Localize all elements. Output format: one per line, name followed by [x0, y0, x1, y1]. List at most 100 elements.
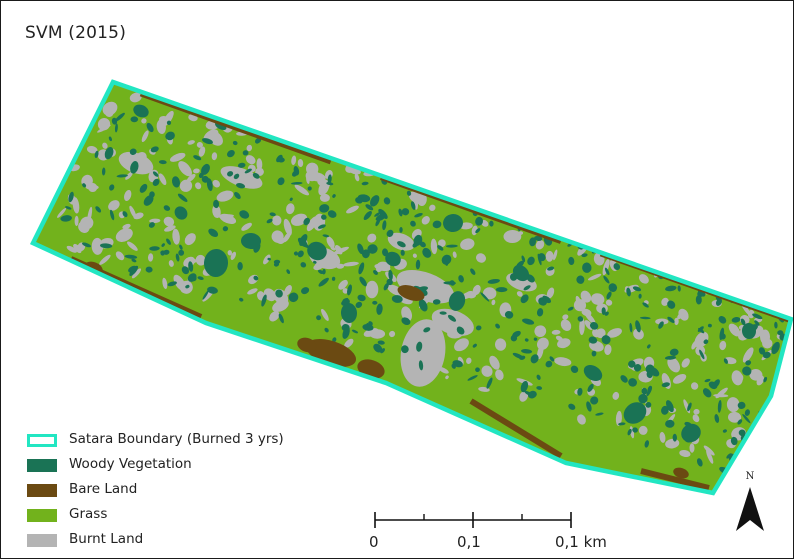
burnt-land-patch	[172, 228, 180, 245]
woody-vegetation-patch	[702, 388, 712, 398]
woody-vegetation-patch	[475, 325, 482, 331]
burnt-land-patch	[196, 141, 203, 148]
legend-label: Woody Vegetation	[69, 456, 192, 472]
woody-vegetation-patch	[704, 378, 711, 383]
burnt-land-patch	[545, 250, 554, 262]
woody-vegetation-patch	[521, 349, 533, 354]
burnt-land-patch	[246, 144, 253, 152]
burnt-land-patch	[516, 291, 523, 297]
burnt-land-patch	[283, 218, 292, 236]
woody-vegetation-patch	[347, 284, 352, 296]
burnt-land-patch	[672, 374, 687, 384]
woody-vegetation-patch	[604, 267, 610, 276]
woody-vegetation-clump	[340, 303, 358, 323]
burnt-land-patch	[481, 219, 489, 227]
woody-vegetation-patch	[530, 354, 539, 364]
burnt-land-patch	[489, 355, 500, 370]
woody-vegetation-patch	[774, 321, 778, 329]
woody-vegetation-patch	[567, 306, 574, 311]
woody-vegetation-patch	[510, 335, 518, 342]
burnt-land-patch	[102, 142, 108, 149]
woody-vegetation-patch	[718, 315, 727, 324]
woody-vegetation-patch	[604, 311, 609, 316]
woody-vegetation-patch	[608, 283, 618, 292]
scale-bar: 0 0,1 0,1 km	[361, 509, 621, 558]
burnt-land-patch	[445, 375, 449, 380]
woody-vegetation-patch	[181, 266, 190, 275]
burnt-land-patch	[633, 328, 644, 340]
woody-vegetation-patch	[300, 262, 307, 268]
woody-vegetation-patch	[166, 120, 172, 126]
burnt-land-patch	[195, 182, 202, 190]
burnt-land-patch	[247, 288, 258, 295]
woody-vegetation-patch	[319, 204, 330, 213]
woody-vegetation-patch	[239, 210, 250, 219]
woody-vegetation-patch	[414, 212, 423, 218]
burnt-land-patch	[460, 238, 475, 250]
woody-vegetation-patch	[326, 181, 334, 186]
woody-vegetation-patch	[188, 261, 194, 272]
woody-vegetation-patch	[95, 206, 102, 213]
burnt-land-patch	[719, 340, 727, 351]
woody-vegetation-patch	[355, 301, 363, 309]
burnt-land-patch	[195, 254, 206, 266]
map-title: SVM (2015)	[25, 23, 127, 43]
woody-vegetation-patch	[368, 321, 373, 326]
woody-vegetation-patch	[193, 155, 202, 161]
woody-vegetation-patch	[665, 285, 677, 292]
burnt-land-patch	[263, 288, 277, 302]
woody-vegetation-patch	[167, 281, 177, 287]
burnt-land-patch	[607, 328, 622, 338]
woody-vegetation-clump	[241, 232, 261, 250]
woody-vegetation-patch	[489, 220, 494, 227]
woody-vegetation-patch	[523, 285, 531, 291]
woody-vegetation-patch	[737, 419, 743, 425]
woody-vegetation-patch	[227, 149, 235, 158]
woody-vegetation-patch	[398, 208, 403, 217]
burnt-land-patch	[742, 347, 754, 363]
woody-vegetation-patch	[278, 313, 284, 324]
woody-vegetation-patch	[632, 286, 642, 292]
woody-vegetation-patch	[504, 310, 514, 319]
legend-label: Grass	[69, 506, 108, 522]
woody-vegetation-patch	[297, 250, 304, 258]
woody-vegetation-patch	[383, 197, 391, 205]
woody-vegetation-patch	[269, 212, 276, 217]
woody-vegetation-patch	[587, 383, 594, 392]
woody-vegetation-patch	[577, 387, 583, 396]
woody-vegetation-patch	[439, 311, 447, 315]
woody-vegetation-patch	[190, 275, 197, 282]
woody-vegetation-patch	[443, 281, 456, 285]
burnt-land-patch	[604, 344, 612, 355]
legend-item: Woody Vegetation	[27, 455, 347, 477]
woody-vegetation-patch	[568, 403, 573, 408]
burnt-land-patch	[297, 159, 304, 167]
burnt-land-patch	[245, 155, 256, 165]
woody-vegetation-patch	[365, 204, 374, 211]
burnt-land-patch	[376, 263, 384, 273]
burnt-land-patch	[272, 215, 282, 226]
woody-vegetation-patch	[359, 276, 367, 287]
burnt-land-patch	[495, 369, 504, 381]
woody-vegetation-patch	[160, 250, 166, 256]
woody-vegetation-patch	[677, 285, 681, 292]
woody-vegetation-patch	[667, 316, 675, 323]
burnt-land-patch	[692, 414, 700, 423]
woody-vegetation-patch	[207, 286, 218, 294]
woody-vegetation-patch	[198, 172, 204, 179]
woody-vegetation-patch	[331, 276, 336, 281]
woody-vegetation-patch	[163, 205, 171, 211]
woody-vegetation-patch	[382, 220, 387, 231]
woody-vegetation-patch	[527, 256, 535, 266]
woody-vegetation-patch	[456, 326, 465, 335]
woody-vegetation-patch	[206, 178, 213, 192]
bare-land-patch	[673, 467, 689, 479]
woody-vegetation-patch	[418, 299, 428, 312]
woody-vegetation-patch	[645, 402, 652, 408]
woody-vegetation-patch	[635, 320, 641, 333]
burnt-land-patch	[517, 231, 524, 236]
burnt-land-patch	[706, 449, 714, 464]
woody-vegetation-patch	[441, 254, 452, 265]
woody-vegetation-patch	[152, 178, 160, 186]
